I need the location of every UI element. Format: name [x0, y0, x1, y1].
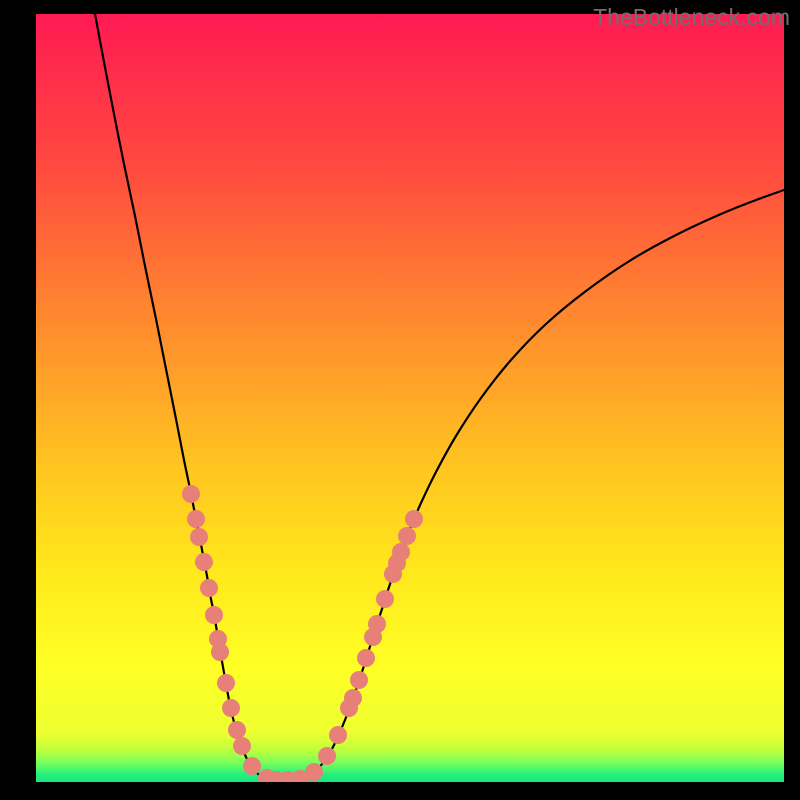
data-point — [368, 615, 386, 633]
data-point — [195, 553, 213, 571]
data-point — [350, 671, 368, 689]
chart-svg — [36, 14, 784, 782]
data-point — [200, 579, 218, 597]
stage: TheBottleneck.com — [0, 0, 800, 800]
data-point — [329, 726, 347, 744]
data-point — [187, 510, 205, 528]
data-point — [228, 721, 246, 739]
curve-left-branch — [95, 14, 286, 782]
data-point — [405, 510, 423, 528]
data-point — [211, 643, 229, 661]
plot-area — [36, 14, 784, 782]
data-point — [233, 737, 251, 755]
data-point — [182, 485, 200, 503]
data-point — [392, 543, 410, 561]
data-point — [205, 606, 223, 624]
data-point — [398, 527, 416, 545]
curve-right-branch — [286, 190, 784, 782]
watermark-text: TheBottleneck.com — [593, 4, 790, 31]
data-point — [344, 689, 362, 707]
data-point — [217, 674, 235, 692]
data-point — [243, 757, 261, 775]
data-point — [357, 649, 375, 667]
data-point — [305, 763, 323, 781]
data-point — [190, 528, 208, 546]
data-point — [222, 699, 240, 717]
data-point — [376, 590, 394, 608]
data-point — [318, 747, 336, 765]
